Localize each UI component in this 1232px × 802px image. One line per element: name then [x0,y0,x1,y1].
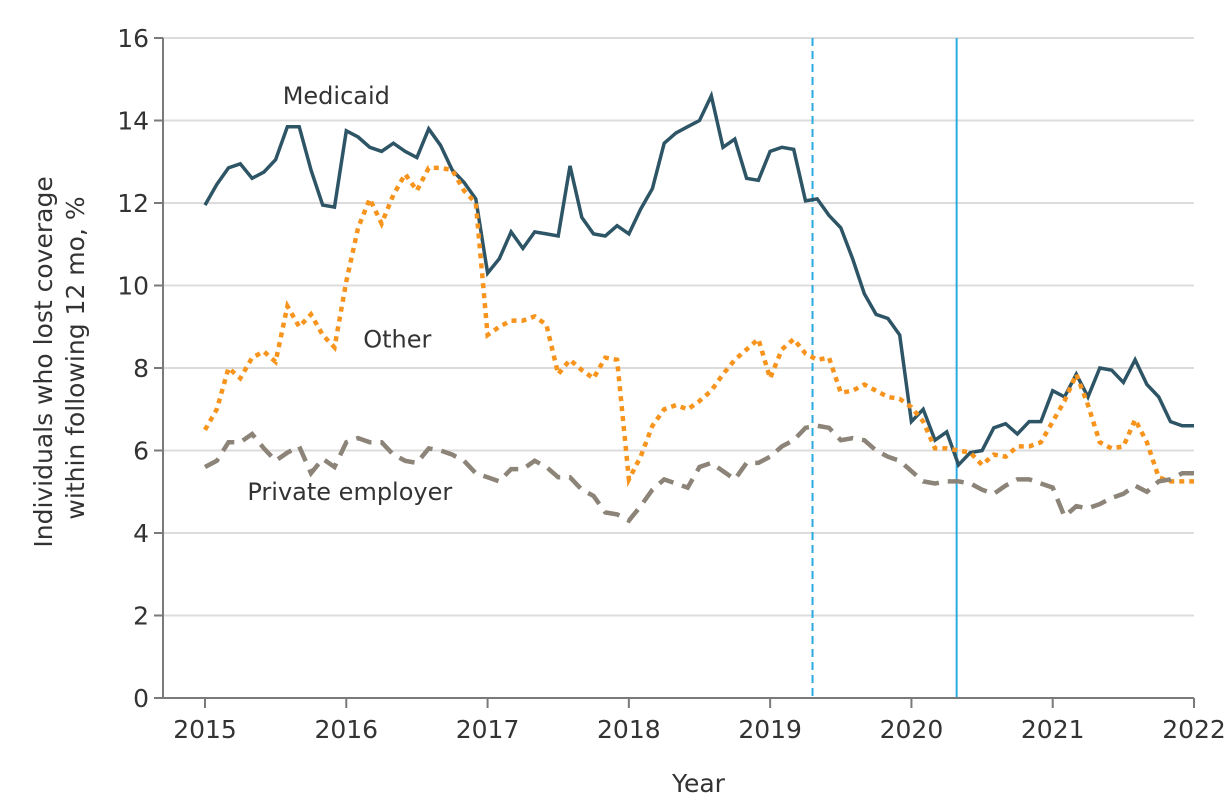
x-tick-label: 2017 [456,715,520,744]
series-label-other: Other [363,325,431,353]
y-axis-title: Individuals who lost coverage within fol… [29,168,90,547]
y-axis-title-line-1: Individuals who lost coverage [29,176,58,547]
x-tick-label: 2018 [597,715,661,744]
x-tick-label: 2022 [1162,715,1226,744]
x-axis-ticks: 2015 2016 2017 2018 2019 2020 2021 2022 [173,698,1226,744]
x-tick-label: 2021 [1021,715,1085,744]
series-medicaid-line [203,90,1194,469]
x-axis-title: Year [671,769,726,798]
series-label-private-employer: Private employer [247,478,452,506]
series-label-medicaid: Medicaid [283,82,390,110]
series-labels: Medicaid Other Private employer [247,82,452,506]
x-tick-label: 2019 [738,715,802,744]
y-tick-label: 4 [133,519,149,548]
series-other-line [203,165,1194,488]
reference-lines [811,38,958,698]
x-tick-label: 2015 [173,715,237,744]
y-tick-label: 12 [117,189,149,218]
y-axis-title-line-2: within following 12 mo, % [61,196,90,519]
y-tick-label: 8 [133,354,149,383]
y-tick-label: 2 [133,602,149,631]
y-tick-label: 10 [117,272,149,301]
x-tick-label: 2016 [314,715,378,744]
series-private-employer-line [203,423,1194,524]
y-tick-label: 6 [133,437,149,466]
series-lines [203,90,1194,524]
y-tick-label: 0 [133,684,149,713]
y-axis-ticks: 0 2 4 6 8 10 12 14 16 [117,24,163,713]
y-tick-label: 16 [117,24,149,53]
x-tick-label: 2020 [880,715,944,744]
y-tick-label: 14 [117,107,149,136]
gridlines [163,37,1194,617]
